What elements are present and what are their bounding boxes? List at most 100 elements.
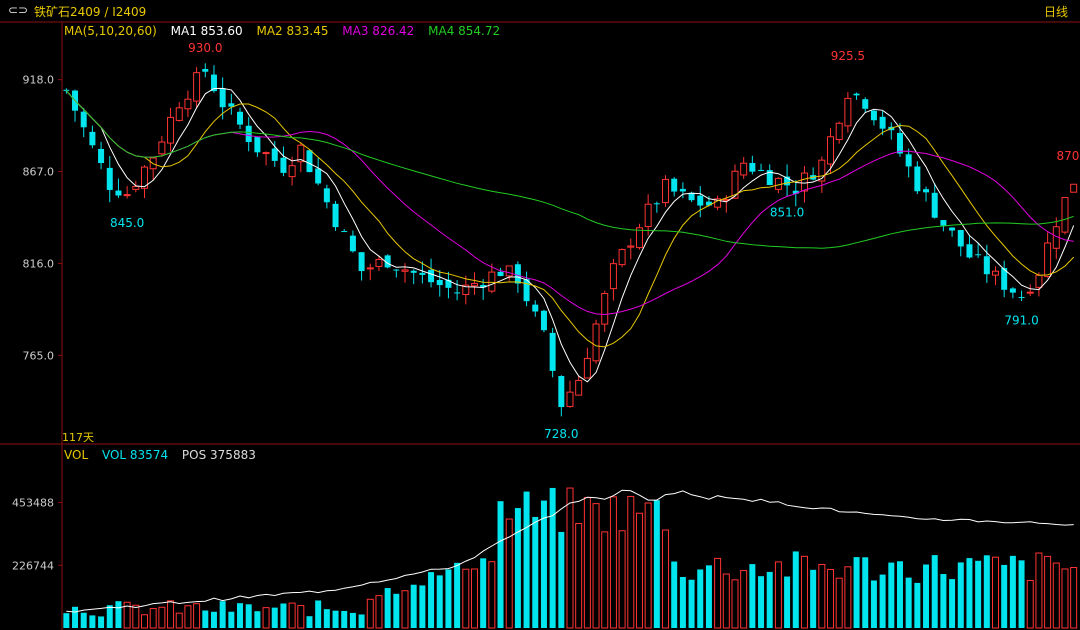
volume-tick-label: 453488 [12,497,54,510]
candle-body-down [202,68,209,72]
volume-bar-down [72,606,79,628]
candle-body-up [627,245,635,248]
volume-bar-down [949,579,956,628]
ma-legend: MA(5,10,20,60) MA1 853.60 MA2 833.45 MA3… [64,24,510,38]
volume-bar-down [653,500,660,628]
candle-body-up [1070,183,1078,193]
volume-bar-down [784,576,791,628]
candle-body-down [445,279,452,288]
candle-body-up [575,379,583,396]
candle-body-down [784,176,791,186]
volume-bar-down [705,565,712,628]
volume-bar-up [592,503,600,629]
volume-bar-down [514,508,521,628]
volume-bar-down [315,600,322,628]
candle-body-up [462,284,470,296]
volume-bar-down [384,588,391,628]
candle-body-up [132,185,140,190]
candle-body-down [896,132,903,154]
link-icon[interactable]: ⊂⊃ [8,3,29,17]
candle-body-down [393,269,400,271]
volume-bar-up [488,561,496,629]
vol-title: VOL [64,448,89,462]
volume-bar-up [566,487,574,629]
candle-body-up [297,144,305,163]
volume-bar-up [149,608,157,629]
candle-body-down [749,162,756,172]
candle-body-down [341,231,348,233]
candle-body-up [1026,291,1034,294]
high-annotation: 930.0 [188,41,222,55]
candle-body-up [731,170,739,199]
candle-body-up [1044,242,1052,277]
volume-bar-down [98,616,105,628]
volume-bar-down [115,601,122,628]
candle-body-up [800,172,808,192]
candle-body-down [688,192,695,201]
candle-body-down [931,192,938,218]
candle-body-down [853,93,860,96]
volume-bar-down [349,612,356,628]
volume-bar-down [983,555,990,628]
candle-body-down [949,227,956,231]
candle-body-up [818,159,826,182]
period-selector[interactable]: 日线 [1043,5,1068,19]
volume-bar-down [480,558,487,628]
volume-bar-up [731,579,739,629]
volume-bar-down [63,613,70,628]
candle-body-down [228,103,235,107]
candle-body-down [63,89,70,91]
volume-bar-down [540,500,547,628]
candle-body-up [262,152,270,155]
candle-body-down [905,154,912,167]
ma3-value: MA3 826.42 [342,24,415,38]
candle-body-down [1001,268,1008,290]
high-annotation: 870.0 [1056,149,1080,163]
volume-bar-down [810,569,817,628]
candle-body-down [306,150,313,173]
ma1-line [65,87,1075,383]
volume-bar-up [714,557,722,629]
low-annotation: 851.0 [770,205,804,219]
candle-body-up [123,194,131,197]
candle-body-up [158,141,166,155]
candle-body-down [1018,297,1025,299]
instrument-title[interactable]: 铁矿石2409 / I2409 [34,5,147,19]
volume-bar-down [254,611,261,628]
candle-body-down [89,131,96,146]
ma4-line [65,90,1074,249]
volume-bar-up [1035,552,1043,629]
candle-body-up [470,283,478,287]
volume-bar-down [454,562,461,628]
candle-body-up [1061,197,1069,233]
volume-bar-up [601,531,609,629]
candle-body-up [488,271,496,292]
price-tick-label: 765.0 [23,349,55,362]
candle-body-down [106,167,113,190]
candle-body-down [975,254,982,256]
candle-body-down [115,190,122,196]
volume-bar-down [558,531,565,628]
volume-bar-down [1018,560,1025,628]
candle-body-down [697,195,704,206]
volume-bar-down [210,611,217,628]
candle-body-up [140,166,148,189]
candle-body-up [566,391,574,407]
candle-body-down [454,292,461,294]
volume-bar-up [844,566,852,629]
volume-bar-down [106,605,113,628]
volume-bar-down [497,501,504,628]
candle-body-up [609,263,617,290]
candle-body-down [245,125,252,142]
volume-bar-up [835,577,843,629]
candle-body-down [271,148,278,161]
candle-body-up [505,265,513,277]
volume-bar-down [306,616,313,628]
candle-body-down [558,376,565,408]
candle-body-down [523,279,530,302]
volume-bar-up [722,573,730,629]
candle-body-down [384,255,391,268]
candle-body-down [705,201,712,206]
ma2-line [65,90,1075,348]
